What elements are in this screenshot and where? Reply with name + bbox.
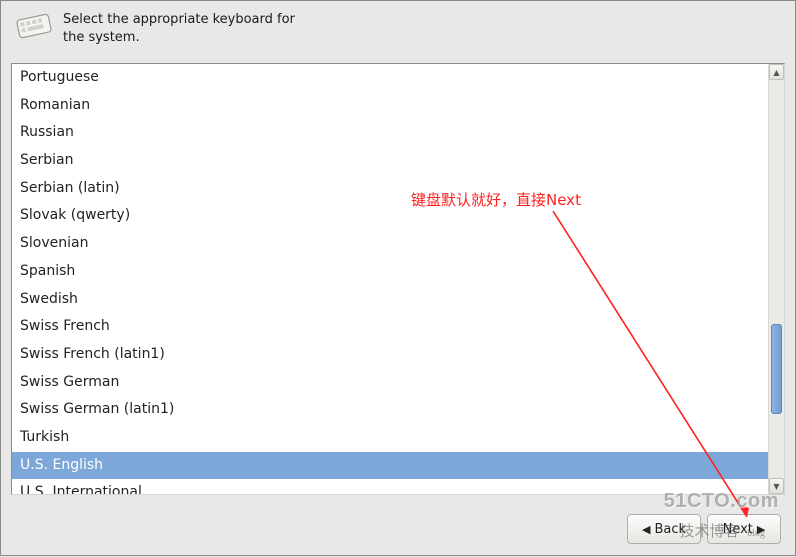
list-item[interactable]: U.S. English [12,452,768,480]
header-line2: the system. [63,29,295,47]
arrow-left-icon: ◀ [642,523,650,536]
header: Select the appropriate keyboard for the … [1,1,795,58]
list-item[interactable]: Turkish [12,424,768,452]
list-item[interactable]: U.S. International [12,479,768,494]
list-item[interactable]: Serbian [12,147,768,175]
list-item[interactable]: Swiss French (latin1) [12,341,768,369]
keyboard-list-container: PortugueseRomanianRussianSerbianSerbian … [11,63,785,495]
scroll-down-button[interactable]: ▼ [769,478,784,494]
list-item[interactable]: Swiss German (latin1) [12,396,768,424]
arrow-right-icon: ▶ [757,523,765,536]
list-item[interactable]: Spanish [12,258,768,286]
scrollbar[interactable]: ▲ ▼ [768,64,784,494]
list-item[interactable]: Slovak (qwerty) [12,202,768,230]
back-button-label: Back [654,522,686,537]
next-button[interactable]: Next ▶ [707,514,781,544]
footer: ◀ Back Next ▶ [1,503,795,555]
back-button[interactable]: ◀ Back [627,514,701,544]
list-item[interactable]: Swedish [12,286,768,314]
keyboard-list[interactable]: PortugueseRomanianRussianSerbianSerbian … [12,64,768,494]
scroll-thumb[interactable] [771,324,782,414]
list-item[interactable]: Russian [12,119,768,147]
next-button-label: Next [723,522,753,537]
list-item[interactable]: Serbian (latin) [12,175,768,203]
list-item[interactable]: Romanian [12,92,768,120]
list-item[interactable]: Slovenian [12,230,768,258]
header-line1: Select the appropriate keyboard for [63,11,295,29]
list-item[interactable]: Portuguese [12,64,768,92]
scroll-up-button[interactable]: ▲ [769,64,784,80]
list-item[interactable]: Swiss German [12,369,768,397]
keyboard-icon [13,9,55,43]
list-item[interactable]: Swiss French [12,313,768,341]
header-text: Select the appropriate keyboard for the … [63,9,295,46]
